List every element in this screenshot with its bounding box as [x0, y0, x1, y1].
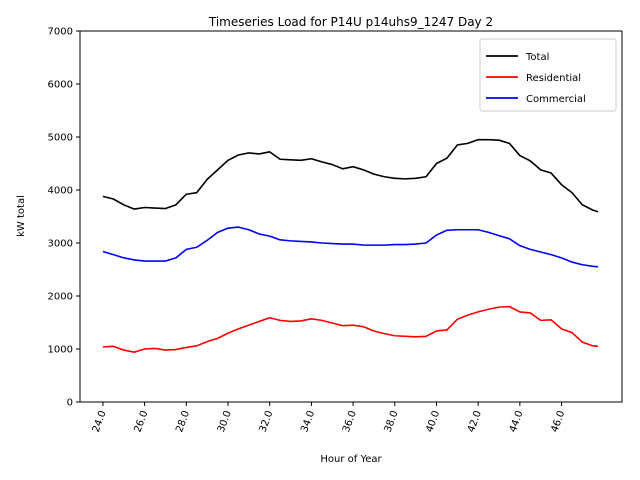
series-line-residential [102, 305, 599, 353]
series-line-commercial [102, 226, 599, 268]
legend-label-total: Total [525, 52, 549, 63]
legend-label-residential: Residential [526, 73, 581, 84]
y-tick-label: 6000 [48, 80, 73, 91]
x-axis-label: Hour of Year [320, 454, 382, 465]
legend-box [479, 38, 617, 112]
y-tick-label: 2000 [48, 292, 73, 303]
y-tick-label: 4000 [48, 186, 73, 197]
plot-frame [79, 30, 623, 403]
series-line-total [102, 138, 599, 213]
legend-label-commercial: Commercial [526, 94, 586, 105]
legend: Total Residential Commercial [479, 38, 617, 112]
y-axis-label: kW total [16, 195, 27, 237]
chart-title: Timeseries Load for P14U p14uhs9_1247 Da… [208, 15, 493, 29]
y-tick-label: 7000 [48, 27, 73, 38]
y-tick-label: 3000 [48, 239, 73, 250]
y-tick-label: 1000 [48, 345, 73, 356]
y-tick-label: 5000 [48, 133, 73, 144]
series-layer [102, 138, 599, 353]
y-axis: 0 1000 2000 3000 4000 5000 6000 7000 [48, 27, 80, 409]
y-tick-label: 0 [67, 398, 73, 409]
